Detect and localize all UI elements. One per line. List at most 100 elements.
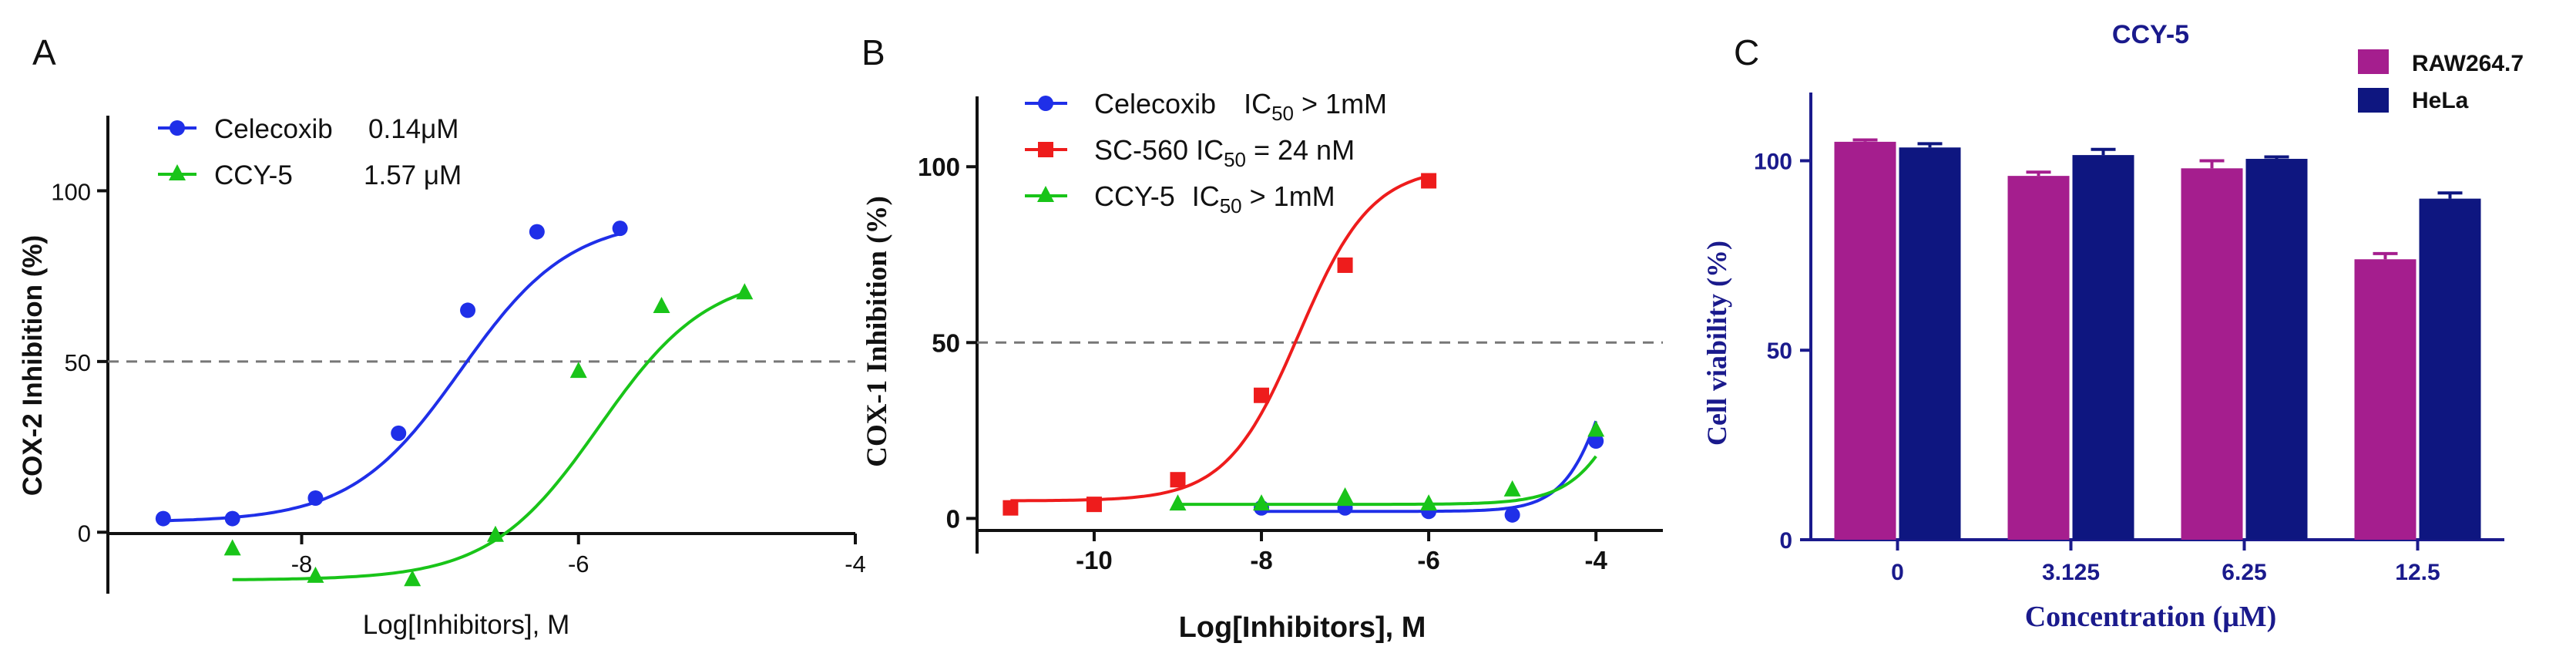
panel-a-data-point-1 bbox=[736, 283, 754, 300]
panel-b-data-point-2 bbox=[1587, 420, 1605, 437]
panel-b-data-point-1 bbox=[1170, 472, 1186, 488]
panel-b-data-point-2 bbox=[1253, 494, 1271, 511]
legend-a-celecoxib-marker bbox=[170, 120, 185, 136]
panel-a-data-point-0 bbox=[460, 302, 476, 318]
legend-b-celecoxib-name: Celecoxib bbox=[1094, 88, 1216, 120]
panel-b-x-tick-label: -4 bbox=[1584, 546, 1607, 574]
panel-b-fit-curve-1 bbox=[1010, 174, 1429, 503]
panel-c-bar-hela bbox=[1899, 147, 1961, 540]
panel-c-x-tick-label: 6.25 bbox=[2222, 560, 2266, 585]
panel-c-ylabel: Cell viability (%) bbox=[1701, 241, 1732, 446]
panel-c-title: CCY-5 bbox=[2112, 20, 2189, 49]
panel-c-bar-raw264 bbox=[1834, 141, 1896, 540]
panel-c-x-tick-label: 12.5 bbox=[2395, 560, 2440, 585]
panel-c-y-tick-label: 100 bbox=[1754, 149, 1792, 174]
legend-b-ccy5-text: CCY-5 IC50 > 1mM bbox=[1094, 180, 1335, 217]
panel-a-y-tick-label: 0 bbox=[78, 520, 91, 547]
panel-a-fit-curve-1 bbox=[232, 291, 745, 581]
panel-b-legend: Celecoxib IC50 > 1mM SC-560 IC50 = 24 nM C… bbox=[1025, 88, 1387, 217]
legend-b-sc560-text: SC-560 IC50 = 24 nM bbox=[1094, 134, 1355, 171]
legend-c-raw-label: RAW264.7 bbox=[2412, 51, 2524, 76]
panel-b-data-point-1 bbox=[1003, 500, 1019, 516]
legend-b-ccy5-name: CCY-5 bbox=[1094, 180, 1175, 212]
legend-a-celecoxib-value: 0.14μM bbox=[368, 114, 458, 144]
panel-a-plot: 0 50 100 -8 -6 -4 bbox=[51, 116, 866, 594]
panel-b-y-tick-label: 0 bbox=[946, 504, 960, 533]
legend-b-ccy5-rest: > 1mM bbox=[1242, 180, 1335, 212]
legend-a-ccy5-marker bbox=[169, 164, 186, 180]
legend-b-celecoxib-sub: 50 bbox=[1271, 102, 1294, 125]
panel-a-legend: Celecoxib 0.14μM CCY-5 1.57 μM bbox=[158, 114, 462, 190]
panel-a-data-point-0 bbox=[529, 224, 545, 240]
legend-b-celecoxib-marker bbox=[1038, 96, 1053, 111]
panel-c-bar-raw264 bbox=[2181, 168, 2243, 540]
panel-b-y-tick-label: 100 bbox=[918, 153, 960, 181]
panel-a-data-point-1 bbox=[307, 566, 324, 583]
legend-b-ccy5-sub: 50 bbox=[1220, 194, 1242, 217]
legend-b-ccy5-ic: IC bbox=[1192, 180, 1220, 212]
panel-a-data-point-1 bbox=[569, 362, 587, 379]
panel-a-y-tick-label: 50 bbox=[65, 349, 91, 376]
panel-a-x-tick-label: -6 bbox=[568, 551, 589, 578]
panel-b-data-point-1 bbox=[1337, 257, 1353, 273]
panel-label-a: A bbox=[32, 32, 56, 72]
panel-b-x-tick-label: -6 bbox=[1417, 546, 1439, 574]
panel-a-ylabel: COX-2 Inhibition (%) bbox=[18, 235, 48, 496]
legend-b-sc560-ic: IC bbox=[1196, 134, 1224, 166]
panel-b-data-point-2 bbox=[1169, 494, 1187, 511]
panel-label-b: B bbox=[861, 32, 885, 72]
panel-label-c: C bbox=[1734, 32, 1759, 72]
panel-b-fit-curve-2 bbox=[1177, 455, 1597, 507]
panel-a-data-point-1 bbox=[404, 570, 421, 587]
panel-b-data-point-1 bbox=[1421, 173, 1437, 189]
panel-a-x-tick-label: -4 bbox=[845, 551, 866, 578]
panel-c-bar-raw264 bbox=[2007, 176, 2070, 540]
legend-b-celecoxib-text: Celecoxib IC50 > 1mM bbox=[1094, 88, 1387, 125]
panel-a-x-tick-label: -8 bbox=[291, 551, 313, 578]
panel-c-legend: RAW264.7 HeLa bbox=[2358, 49, 2524, 113]
panel-b-data-point-1 bbox=[1254, 387, 1270, 403]
legend-b-celecoxib-rest: > 1mM bbox=[1294, 88, 1387, 120]
legend-c-hela-swatch bbox=[2358, 88, 2389, 113]
legend-c-hela-label: HeLa bbox=[2412, 88, 2469, 113]
panel-b-data-point-2 bbox=[1420, 494, 1438, 511]
panel-c-bar-hela bbox=[2245, 159, 2308, 540]
panel-a-data-point-1 bbox=[653, 297, 670, 313]
legend-a-ccy5-value: 1.57 μM bbox=[364, 160, 462, 190]
panel-a-data-point-0 bbox=[224, 510, 240, 527]
panel-b-x-tick-label: -8 bbox=[1250, 546, 1272, 574]
panel-c-bar-hela bbox=[2419, 198, 2481, 540]
legend-b-sc560-marker bbox=[1038, 142, 1053, 157]
panel-c-xlabel: Concentration (μM) bbox=[2025, 601, 2277, 633]
legend-c-raw-swatch bbox=[2358, 49, 2389, 74]
panel-c-y-tick-label: 0 bbox=[1779, 528, 1792, 554]
legend-b-sc560-name: SC-560 bbox=[1094, 134, 1188, 166]
panel-a-data-point-0 bbox=[612, 221, 628, 237]
panel-a-data-point-0 bbox=[391, 425, 407, 441]
panel-b-data-point-0 bbox=[1504, 507, 1520, 523]
legend-a-celecoxib-name: Celecoxib bbox=[214, 114, 333, 144]
panel-a-data-point-0 bbox=[155, 510, 171, 527]
panel-c-bar-hela bbox=[2072, 155, 2134, 540]
panel-a-data-point-1 bbox=[486, 525, 504, 542]
panel-c-x-tick-label: 0 bbox=[1891, 560, 1904, 585]
legend-b-sc560-sub: 50 bbox=[1224, 148, 1246, 171]
panel-b-x-tick-label: -10 bbox=[1076, 546, 1113, 574]
panel-c-plot: 0 50 100 0 3.125 6.25 12.5 bbox=[1754, 93, 2504, 585]
legend-b-ccy5-marker bbox=[1037, 186, 1054, 202]
legend-b-celecoxib-ic: IC bbox=[1244, 88, 1271, 120]
panel-b-data-point-1 bbox=[1086, 497, 1102, 513]
legend-b-sc560-rest: = 24 nM bbox=[1246, 134, 1355, 166]
panel-b-ylabel: COX-1 Inhibition (%) bbox=[861, 196, 893, 467]
panel-b-xlabel: Log[Inhibitors], M bbox=[1179, 611, 1426, 644]
panel-b-data-point-2 bbox=[1336, 487, 1354, 504]
panel-a-data-point-0 bbox=[307, 490, 324, 506]
panel-a-y-tick-label: 100 bbox=[51, 178, 91, 205]
panel-a-fit-curve-0 bbox=[163, 232, 621, 523]
panel-a-xlabel: Log[Inhibitors], M bbox=[363, 610, 569, 640]
panel-a-data-point-1 bbox=[223, 539, 241, 556]
legend-a-ccy5-name: CCY-5 bbox=[214, 160, 293, 190]
panel-b-data-point-0 bbox=[1588, 433, 1604, 450]
panel-c-y-tick-label: 50 bbox=[1767, 338, 1792, 364]
